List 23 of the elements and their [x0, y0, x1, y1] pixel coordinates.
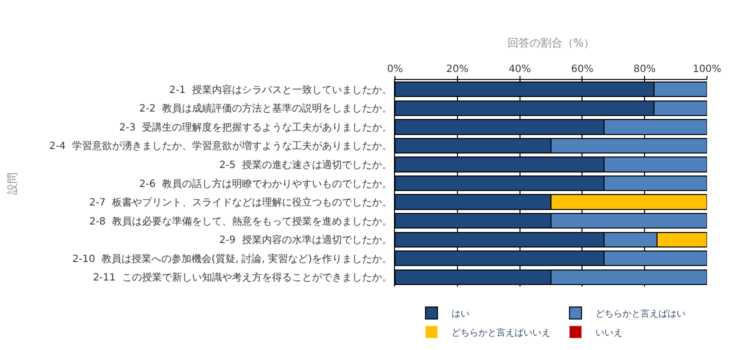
y-tick-label: 2-2 教員は成績評価の方法と基準の説明をしましたか。 — [139, 102, 392, 115]
y-tick-label: 2-6 教員の話し方は明瞭でわかりやすいものでしたか。 — [139, 178, 392, 190]
x-tick-label: 80% — [633, 64, 656, 75]
y-tick-label: 2-8 教員は必要な準備をして、熱意をもって授業を進めましたか。 — [89, 215, 392, 228]
legend-label: はい — [452, 310, 470, 320]
legend-label: どちらかと言えばはい — [596, 308, 686, 320]
x-tick-label: 20% — [446, 64, 469, 75]
x-tick-label: 60% — [571, 64, 594, 75]
y-tick-label: 2-5 授業の進む速さは適切でしたか。 — [219, 158, 392, 171]
y-tick-label: 2-9 授業内容の水準は適切でしたか。 — [219, 234, 392, 246]
y-tick-label: 2-10 教員は授業への参加機会(質疑, 討論, 実習など)を作りましたか。 — [72, 252, 392, 265]
x-tick-label: 100% — [692, 64, 722, 75]
y-tick-label: 2-1 授業内容はシラバスと一致していましたか。 — [169, 84, 392, 96]
y-tick-label: 2-11 この授業で新しい知識や考え方を得ることができましたか。 — [92, 272, 392, 284]
legend-label: どちらかと言えばいいえ — [452, 328, 550, 339]
x-axis-title: 回答の割合（%） — [507, 36, 595, 50]
x-tick-label: 0% — [387, 64, 403, 75]
y-tick-label: 2-7 板書やプリント、スライドなどは理解に役立つものでしたか。 — [89, 196, 392, 209]
x-tick-label: 40% — [508, 64, 531, 75]
y-tick-label: 2-4 学習意欲が湧きましたか、学習意欲が増すような工夫がありましたか。 — [49, 140, 392, 152]
legend-label: いいえ — [596, 328, 622, 339]
y-axis-title: 設問 — [6, 172, 19, 194]
y-tick-label: 2-3 受講生の理解度を把握するような工夫がありましたか。 — [119, 121, 392, 134]
